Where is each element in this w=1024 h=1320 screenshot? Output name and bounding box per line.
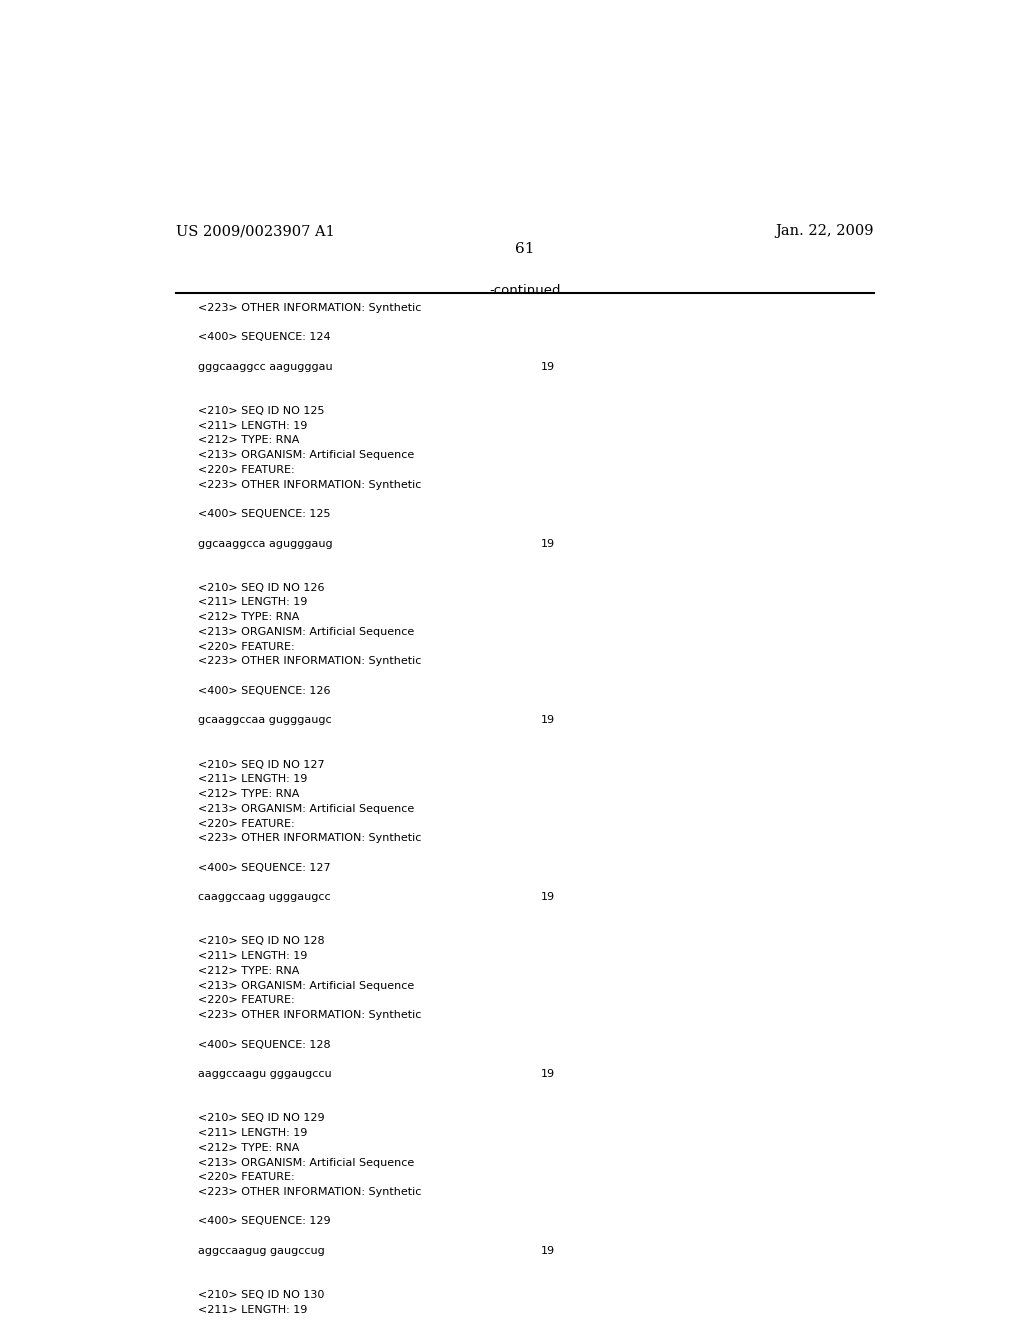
Text: gggcaaggcc aagugggau: gggcaaggcc aagugggau: [198, 362, 333, 372]
Text: <223> OTHER INFORMATION: Synthetic: <223> OTHER INFORMATION: Synthetic: [198, 302, 421, 313]
Text: <400> SEQUENCE: 126: <400> SEQUENCE: 126: [198, 686, 331, 696]
Text: <220> FEATURE:: <220> FEATURE:: [198, 1172, 295, 1183]
Text: 19: 19: [541, 1069, 555, 1078]
Text: gcaaggccaa gugggaugc: gcaaggccaa gugggaugc: [198, 715, 332, 726]
Text: <211> LENGTH: 19: <211> LENGTH: 19: [198, 1305, 307, 1315]
Text: <212> TYPE: RNA: <212> TYPE: RNA: [198, 789, 299, 799]
Text: <212> TYPE: RNA: <212> TYPE: RNA: [198, 1143, 299, 1152]
Text: 61: 61: [515, 242, 535, 256]
Text: <223> OTHER INFORMATION: Synthetic: <223> OTHER INFORMATION: Synthetic: [198, 1187, 421, 1197]
Text: <213> ORGANISM: Artificial Sequence: <213> ORGANISM: Artificial Sequence: [198, 627, 414, 638]
Text: <212> TYPE: RNA: <212> TYPE: RNA: [198, 436, 299, 445]
Text: <400> SEQUENCE: 125: <400> SEQUENCE: 125: [198, 510, 331, 519]
Text: caaggccaag ugggaugcc: caaggccaag ugggaugcc: [198, 892, 331, 903]
Text: <210> SEQ ID NO 129: <210> SEQ ID NO 129: [198, 1113, 325, 1123]
Text: <210> SEQ ID NO 127: <210> SEQ ID NO 127: [198, 759, 325, 770]
Text: <211> LENGTH: 19: <211> LENGTH: 19: [198, 598, 307, 607]
Text: <212> TYPE: RNA: <212> TYPE: RNA: [198, 612, 299, 622]
Text: Jan. 22, 2009: Jan. 22, 2009: [775, 224, 873, 239]
Text: <210> SEQ ID NO 128: <210> SEQ ID NO 128: [198, 936, 325, 946]
Text: US 2009/0023907 A1: US 2009/0023907 A1: [176, 224, 335, 239]
Text: <213> ORGANISM: Artificial Sequence: <213> ORGANISM: Artificial Sequence: [198, 450, 414, 461]
Text: <213> ORGANISM: Artificial Sequence: <213> ORGANISM: Artificial Sequence: [198, 981, 414, 991]
Text: aaggccaagu gggaugccu: aaggccaagu gggaugccu: [198, 1069, 332, 1078]
Text: aggccaagug gaugccug: aggccaagug gaugccug: [198, 1246, 325, 1255]
Text: 19: 19: [541, 1246, 555, 1255]
Text: <210> SEQ ID NO 126: <210> SEQ ID NO 126: [198, 582, 325, 593]
Text: <223> OTHER INFORMATION: Synthetic: <223> OTHER INFORMATION: Synthetic: [198, 833, 421, 843]
Text: <223> OTHER INFORMATION: Synthetic: <223> OTHER INFORMATION: Synthetic: [198, 656, 421, 667]
Text: <213> ORGANISM: Artificial Sequence: <213> ORGANISM: Artificial Sequence: [198, 804, 414, 814]
Text: <400> SEQUENCE: 124: <400> SEQUENCE: 124: [198, 333, 331, 342]
Text: <211> LENGTH: 19: <211> LENGTH: 19: [198, 775, 307, 784]
Text: <220> FEATURE:: <220> FEATURE:: [198, 818, 295, 829]
Text: <211> LENGTH: 19: <211> LENGTH: 19: [198, 421, 307, 430]
Text: <223> OTHER INFORMATION: Synthetic: <223> OTHER INFORMATION: Synthetic: [198, 1010, 421, 1020]
Text: ggcaaggcca agugggaug: ggcaaggcca agugggaug: [198, 539, 333, 549]
Text: <213> ORGANISM: Artificial Sequence: <213> ORGANISM: Artificial Sequence: [198, 1158, 414, 1167]
Text: 19: 19: [541, 892, 555, 903]
Text: 19: 19: [541, 362, 555, 372]
Text: 19: 19: [541, 715, 555, 726]
Text: -continued: -continued: [489, 284, 560, 297]
Text: <223> OTHER INFORMATION: Synthetic: <223> OTHER INFORMATION: Synthetic: [198, 479, 421, 490]
Text: <210> SEQ ID NO 125: <210> SEQ ID NO 125: [198, 405, 325, 416]
Text: <210> SEQ ID NO 130: <210> SEQ ID NO 130: [198, 1290, 325, 1300]
Text: <212> TYPE: RNA: <212> TYPE: RNA: [198, 966, 299, 975]
Text: 19: 19: [541, 539, 555, 549]
Text: <211> LENGTH: 19: <211> LENGTH: 19: [198, 952, 307, 961]
Text: <211> LENGTH: 19: <211> LENGTH: 19: [198, 1129, 307, 1138]
Text: <220> FEATURE:: <220> FEATURE:: [198, 465, 295, 475]
Text: <400> SEQUENCE: 128: <400> SEQUENCE: 128: [198, 1040, 331, 1049]
Text: <400> SEQUENCE: 127: <400> SEQUENCE: 127: [198, 863, 331, 873]
Text: <400> SEQUENCE: 129: <400> SEQUENCE: 129: [198, 1217, 331, 1226]
Text: <220> FEATURE:: <220> FEATURE:: [198, 995, 295, 1006]
Text: <220> FEATURE:: <220> FEATURE:: [198, 642, 295, 652]
